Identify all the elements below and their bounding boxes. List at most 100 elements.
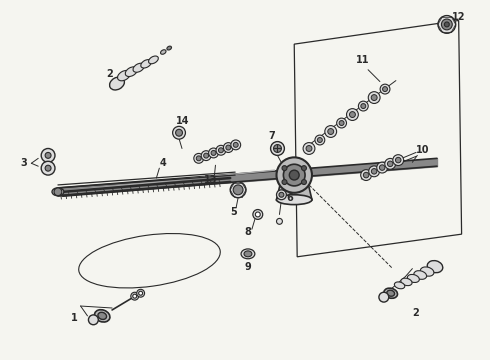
Circle shape — [318, 138, 322, 143]
Ellipse shape — [427, 261, 443, 273]
Circle shape — [204, 153, 209, 158]
Circle shape — [233, 143, 238, 147]
Ellipse shape — [394, 282, 405, 289]
Circle shape — [270, 141, 284, 156]
Text: 13: 13 — [204, 175, 217, 185]
Text: 2: 2 — [412, 308, 419, 318]
Circle shape — [273, 145, 281, 152]
Ellipse shape — [420, 267, 434, 276]
Ellipse shape — [276, 195, 312, 204]
Text: 5: 5 — [230, 207, 237, 217]
Text: 14: 14 — [176, 116, 190, 126]
Circle shape — [358, 101, 368, 111]
Circle shape — [223, 143, 233, 153]
Circle shape — [54, 188, 62, 196]
Circle shape — [393, 155, 404, 166]
Circle shape — [361, 170, 371, 180]
Circle shape — [175, 129, 182, 136]
Ellipse shape — [384, 288, 397, 298]
Circle shape — [379, 292, 389, 302]
Circle shape — [282, 180, 287, 185]
Circle shape — [41, 161, 55, 175]
Circle shape — [388, 161, 393, 167]
Text: 4: 4 — [160, 158, 167, 168]
Circle shape — [306, 145, 312, 152]
Circle shape — [172, 126, 185, 139]
Ellipse shape — [407, 274, 419, 283]
Ellipse shape — [98, 312, 106, 319]
Circle shape — [383, 87, 388, 91]
Circle shape — [368, 166, 380, 177]
Text: 9: 9 — [245, 262, 251, 272]
Ellipse shape — [141, 60, 151, 68]
Circle shape — [371, 95, 377, 100]
Circle shape — [276, 157, 312, 193]
Ellipse shape — [387, 290, 394, 296]
Circle shape — [361, 104, 366, 108]
Circle shape — [346, 109, 358, 121]
Ellipse shape — [244, 251, 252, 257]
Text: 3: 3 — [20, 158, 27, 168]
Circle shape — [315, 135, 325, 145]
Circle shape — [131, 292, 139, 300]
Circle shape — [328, 129, 334, 135]
Circle shape — [233, 185, 243, 195]
Ellipse shape — [414, 271, 427, 279]
Ellipse shape — [110, 77, 124, 90]
Text: 6: 6 — [286, 193, 293, 203]
Circle shape — [377, 162, 388, 173]
Circle shape — [279, 192, 284, 197]
Circle shape — [41, 148, 55, 162]
Circle shape — [219, 148, 223, 153]
Circle shape — [137, 289, 145, 297]
Circle shape — [438, 15, 456, 33]
Ellipse shape — [133, 63, 144, 72]
Text: 7: 7 — [268, 131, 275, 141]
Circle shape — [216, 145, 226, 155]
Ellipse shape — [161, 50, 166, 54]
Circle shape — [255, 212, 260, 217]
Circle shape — [253, 210, 263, 219]
Circle shape — [231, 140, 241, 150]
Circle shape — [282, 166, 287, 171]
Circle shape — [194, 153, 204, 163]
Circle shape — [385, 158, 395, 169]
Circle shape — [349, 112, 355, 117]
Circle shape — [337, 118, 346, 128]
Circle shape — [364, 172, 369, 178]
Text: 2: 2 — [107, 69, 114, 79]
Text: 10: 10 — [416, 145, 429, 156]
Text: 8: 8 — [245, 227, 251, 237]
Circle shape — [380, 84, 390, 94]
Circle shape — [395, 157, 401, 163]
Circle shape — [139, 291, 143, 295]
Circle shape — [45, 152, 51, 158]
Circle shape — [89, 315, 98, 325]
Circle shape — [379, 165, 385, 170]
Ellipse shape — [52, 188, 64, 196]
Circle shape — [133, 294, 137, 298]
Circle shape — [441, 19, 452, 30]
Circle shape — [303, 143, 315, 154]
Circle shape — [276, 190, 286, 200]
Circle shape — [230, 182, 246, 198]
Circle shape — [339, 121, 344, 126]
Circle shape — [201, 151, 211, 161]
Circle shape — [301, 166, 306, 171]
Ellipse shape — [167, 46, 171, 50]
Circle shape — [283, 164, 305, 186]
Text: 12: 12 — [452, 12, 466, 22]
Circle shape — [276, 219, 282, 224]
Text: 11: 11 — [356, 55, 370, 65]
Circle shape — [371, 168, 377, 174]
Circle shape — [45, 165, 51, 171]
Ellipse shape — [125, 67, 137, 77]
Circle shape — [368, 92, 380, 103]
Circle shape — [211, 150, 216, 156]
Circle shape — [196, 156, 201, 161]
Circle shape — [325, 126, 337, 138]
Circle shape — [226, 145, 231, 150]
Text: 1: 1 — [71, 313, 78, 323]
Circle shape — [289, 170, 299, 180]
Ellipse shape — [401, 278, 412, 285]
